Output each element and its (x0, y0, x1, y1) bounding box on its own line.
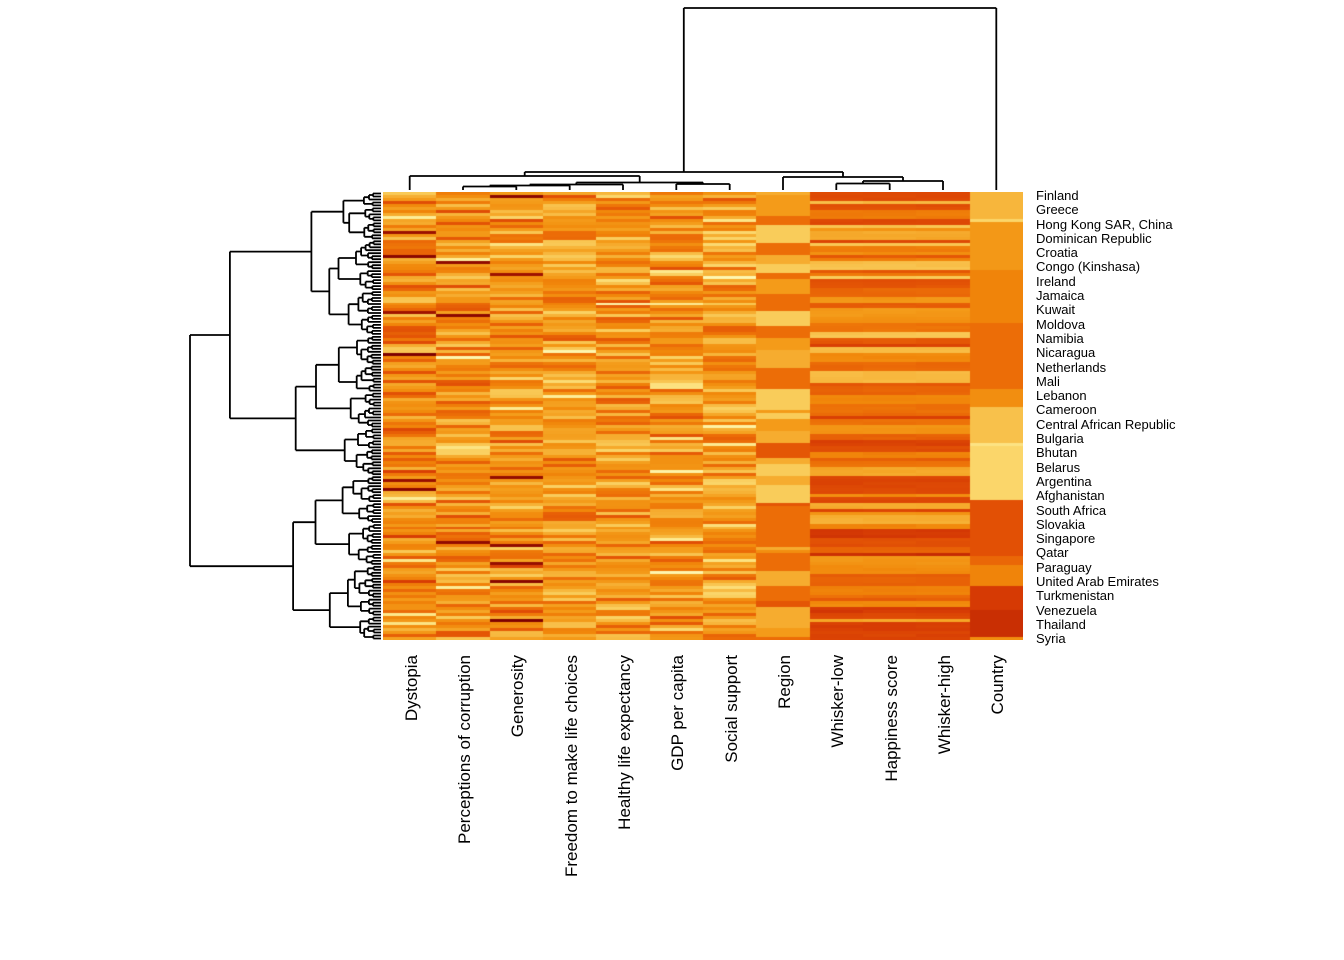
column-label: Generosity (508, 655, 528, 738)
col-dendro-path (408, 7, 998, 190)
row-dendro-path (189, 192, 381, 640)
row-label: Hong Kong SAR, China (1036, 216, 1173, 232)
row-label: Dominican Republic (1036, 230, 1152, 246)
row-label: Syria (1036, 631, 1066, 647)
row-label: Qatar (1036, 545, 1069, 561)
row-label: Singapore (1036, 531, 1096, 547)
row-label: Thailand (1036, 616, 1086, 632)
row-label: Congo (Kinshasa) (1036, 259, 1141, 275)
row-label: Kuwait (1036, 302, 1076, 318)
row-label: Belarus (1036, 459, 1081, 475)
column-label: Country (988, 655, 1008, 715)
column-label: Happiness score (881, 655, 901, 782)
column-label: Whisker-high (934, 655, 954, 755)
column-label: Social support (721, 655, 741, 763)
row-label: Moldova (1036, 316, 1086, 332)
heatmap-canvas (383, 192, 1023, 640)
row-label: Lebanon (1036, 388, 1087, 404)
row-label: United Arab Emirates (1036, 574, 1159, 590)
row-label: Croatia (1036, 245, 1078, 261)
column-label: Region (774, 655, 794, 709)
row-label: Turkmenistan (1036, 588, 1115, 604)
row-label: Netherlands (1036, 359, 1107, 375)
row-label: Slovakia (1036, 516, 1086, 532)
row-label: Namibia (1036, 330, 1084, 346)
column-dendrogram (408, 7, 998, 190)
column-label: Dystopia (401, 655, 421, 722)
column-label: Whisker-low (828, 655, 848, 748)
row-label: Greece (1036, 202, 1079, 218)
row-label: Mali (1036, 373, 1060, 389)
row-label: Cameroon (1036, 402, 1097, 418)
row-dendrogram (189, 192, 381, 640)
row-label: Argentina (1036, 473, 1092, 489)
row-label: Paraguay (1036, 559, 1092, 575)
column-label: Healthy life expectancy (614, 655, 634, 830)
row-label: Finland (1036, 187, 1079, 203)
column-label: Freedom to make life choices (561, 655, 581, 878)
column-label: GDP per capita (668, 655, 688, 771)
row-label: Central African Republic (1036, 416, 1176, 432)
row-label: Bhutan (1036, 445, 1078, 461)
column-label: Perceptions of corruption (454, 655, 474, 844)
row-label: Jamaica (1036, 288, 1085, 304)
row-label: Venezuela (1036, 602, 1097, 618)
row-label: Afghanistan (1036, 488, 1105, 504)
row-label: South Africa (1036, 502, 1107, 518)
row-label: Bulgaria (1036, 431, 1084, 447)
row-label: Nicaragua (1036, 345, 1096, 361)
row-label: Ireland (1036, 273, 1076, 289)
